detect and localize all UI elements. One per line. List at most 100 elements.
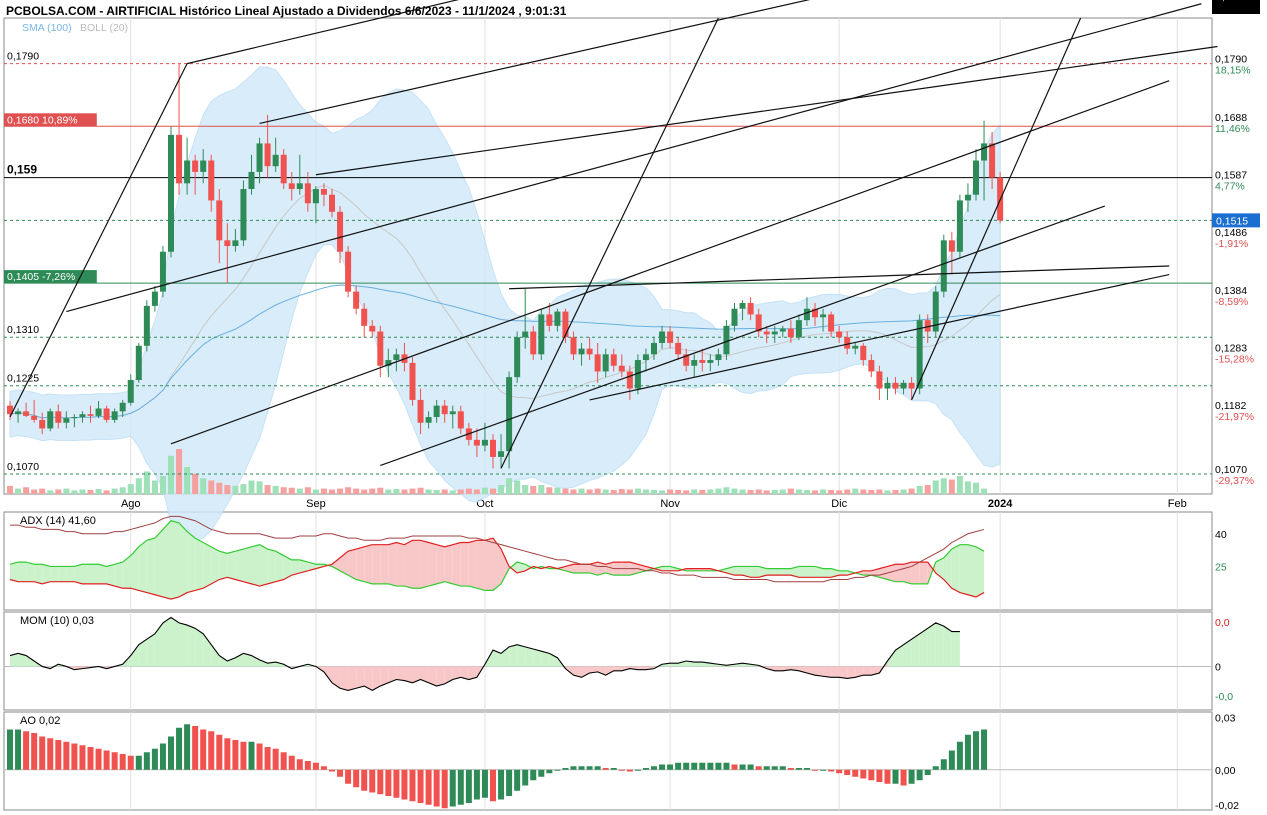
ao-bar [602,768,609,770]
candle-body [473,439,480,446]
y-tick-label-6: 0,1182 [1215,400,1246,412]
sma-legend: SMA (100) [22,22,72,34]
x-tick-label-3: Nov [660,498,680,510]
ao-bar [908,769,915,784]
volume-bar [514,480,521,494]
candle-body [546,314,553,326]
candle-body [594,354,601,372]
adx-fill-segment [742,566,751,578]
level-label-4: 0,1405 -7,26% [7,271,75,283]
ao-bar [256,743,263,770]
level-label-1: 0,1680 10,89% [7,114,78,126]
mom-fill-segment [452,666,461,680]
candle-body [63,418,70,423]
mom-fill-segment [919,628,928,667]
adx-fill-segment [275,551,284,582]
level-label-6: 0,1225 [7,373,39,385]
adx-fill-segment [187,531,196,593]
candle-body [506,377,513,452]
volume-bar [594,488,601,494]
volume-bar [948,479,955,494]
mom-fill-segment [211,644,220,667]
ao-bar [707,762,714,770]
volume-bar [119,487,126,494]
mom-fill-segment [678,661,687,667]
candle-body [87,414,94,416]
candle-body [642,354,649,361]
adx-fill-segment [879,566,888,580]
ao-bar [924,769,931,775]
bollinger-band [9,66,1001,542]
candle-body [812,308,818,318]
adx-fill-segment [58,566,67,582]
volume-bar [916,485,923,494]
adx-fill-segment [388,542,397,587]
ao-bar [530,769,537,781]
volume-bar [184,467,191,494]
ao-bar [151,748,158,770]
mom-fill-segment [927,622,936,667]
volume-bar [71,490,78,494]
ao-bar [345,769,352,784]
ao-bar [747,764,754,770]
adx-fill-segment [283,555,292,580]
ao-tick-0: 0,03 [1215,712,1236,724]
volume-bar [95,489,102,494]
candle-body [79,414,86,418]
volume-bar [932,480,939,494]
ao-bar [675,762,682,770]
ao-bar [763,766,770,770]
mom-fill-segment [951,631,960,667]
volume-bar [7,485,13,494]
mom-fill-segment [251,655,260,667]
candle-body [739,303,746,309]
volume-bar [578,488,585,494]
mom-fill-segment [162,617,171,667]
candle-body [425,417,432,423]
volume-bar [312,489,319,494]
adx-fill-segment [364,544,373,584]
mom-fill-segment [887,650,896,667]
level-label-2: 0,159 [7,163,37,177]
adx-fill-segment [460,542,469,587]
adx-fill-segment [219,551,228,580]
volume-bar [707,489,714,494]
volume-bar [320,488,327,494]
volume-bar [256,481,263,494]
ao-bar [272,748,279,770]
candle-body [31,415,38,420]
ao-bar [691,762,698,770]
level-label-0: 0,1790 [7,51,39,63]
candle-body [602,354,609,372]
ao-bar [15,729,22,770]
volume-bar [63,488,70,494]
ao-bar [385,769,392,796]
adx-fill-segment [605,562,614,576]
y-tick-pct-6: -21,97% [1215,411,1254,423]
volume-bar [956,476,963,494]
ao-bar [481,769,488,798]
mom-tick-1: 0 [1215,661,1221,673]
mom-fill-segment [436,666,445,687]
ao-bar [264,747,271,770]
volume-bar [401,489,408,494]
candle-body [393,354,400,361]
candle-body [216,200,223,241]
candle-body [932,291,939,332]
candle-body [119,402,126,412]
volume-bar [530,485,537,494]
volume-bar [329,489,335,494]
boll-legend: BOLL (20) [80,22,128,34]
y-tick-pct-5: -15,28% [1215,354,1254,366]
ao-bar [538,769,545,777]
volume-bar [288,487,295,494]
ao-bar [755,766,762,770]
ao-bar [55,740,62,770]
candle-body [304,183,311,204]
candle-body [699,360,706,363]
mom-fill-segment [243,653,252,667]
level-label-box-4 [4,270,97,284]
panel-frame-3 [3,711,1213,811]
adx-fill-segment [106,564,115,587]
ao-bar [868,769,875,781]
